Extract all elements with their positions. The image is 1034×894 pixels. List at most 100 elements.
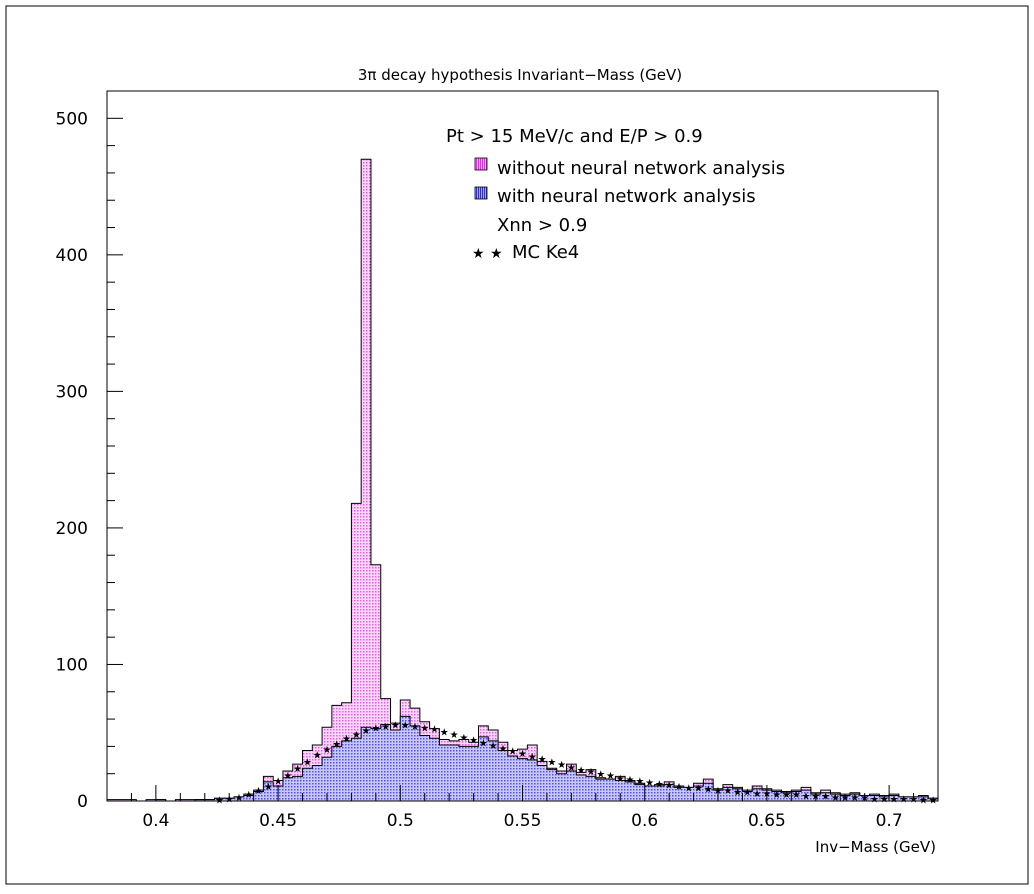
bar-without-nn bbox=[146, 799, 156, 801]
point-mc-ke4: ★ bbox=[684, 783, 693, 794]
point-mc-ke4: ★ bbox=[821, 792, 830, 803]
point-mc-ke4: ★ bbox=[704, 785, 713, 796]
point-mc-ke4: ★ bbox=[723, 786, 732, 797]
chart-title: 3π decay hypothesis Invariant−Mass (GeV) bbox=[358, 66, 682, 84]
y-axis: 0 100 200 300 400 500 bbox=[56, 90, 123, 812]
point-mc-ke4: ★ bbox=[596, 770, 605, 781]
bar-with-nn bbox=[850, 794, 860, 801]
y-tick-label: 500 bbox=[56, 109, 88, 129]
x-tick-label: 0.55 bbox=[504, 811, 542, 831]
bar-with-nn bbox=[341, 740, 352, 801]
bar-with-nn bbox=[634, 784, 645, 801]
legend-star-icon: ★ bbox=[490, 246, 503, 262]
bar-with-nn bbox=[801, 790, 811, 801]
point-mc-ke4: ★ bbox=[391, 721, 400, 732]
x-tick-label: 0.45 bbox=[259, 811, 297, 831]
point-mc-ke4: ★ bbox=[264, 782, 273, 793]
point-mc-ke4: ★ bbox=[459, 733, 468, 744]
point-mc-ke4: ★ bbox=[645, 778, 654, 789]
bar-with-nn bbox=[439, 745, 450, 801]
legend-swatch-with-nn bbox=[474, 186, 488, 200]
bar-with-nn bbox=[752, 788, 763, 801]
bar-with-nn bbox=[840, 795, 851, 801]
bar-with-nn bbox=[302, 768, 313, 801]
point-mc-ke4: ★ bbox=[606, 771, 615, 782]
x-tick-label: 0.5 bbox=[387, 811, 414, 831]
bar-with-nn bbox=[468, 746, 479, 801]
point-mc-ke4: ★ bbox=[303, 757, 312, 768]
bar-with-nn bbox=[664, 784, 675, 801]
bar-with-nn bbox=[449, 745, 459, 801]
point-mc-ke4: ★ bbox=[567, 763, 576, 774]
point-mc-ke4: ★ bbox=[694, 783, 703, 794]
bar-with-nn bbox=[478, 736, 489, 801]
bar-with-nn bbox=[732, 788, 743, 801]
bar-without-nn bbox=[370, 564, 381, 801]
series-with-nn bbox=[107, 715, 939, 802]
bar-with-nn bbox=[605, 779, 616, 801]
point-mc-ke4: ★ bbox=[674, 782, 683, 793]
bar-without-nn bbox=[107, 799, 117, 801]
bar-with-nn bbox=[498, 750, 508, 801]
point-mc-ke4: ★ bbox=[890, 794, 899, 805]
bar-with-nn bbox=[830, 794, 841, 801]
point-mc-ke4: ★ bbox=[293, 764, 302, 775]
bar-with-nn bbox=[282, 777, 293, 801]
point-mc-ke4: ★ bbox=[450, 730, 459, 741]
x-tick-label: 0.4 bbox=[142, 811, 169, 831]
bar-with-nn bbox=[771, 791, 782, 801]
point-mc-ke4: ★ bbox=[322, 745, 331, 756]
point-mc-ke4: ★ bbox=[401, 721, 410, 732]
legend-swatch-without-nn bbox=[474, 157, 488, 171]
bar-with-nn bbox=[683, 787, 694, 801]
bar-with-nn bbox=[537, 765, 547, 801]
point-mc-ke4: ★ bbox=[498, 744, 507, 755]
bar-with-nn bbox=[644, 785, 655, 801]
bar-without-nn bbox=[185, 799, 195, 801]
point-mc-ke4: ★ bbox=[792, 790, 801, 801]
point-mc-ke4: ★ bbox=[381, 722, 390, 733]
bar-with-nn bbox=[703, 783, 714, 801]
bar-with-nn bbox=[507, 755, 518, 801]
x-tick-label: 0.6 bbox=[631, 811, 658, 831]
legend-note-xnn: Xnn > 0.9 bbox=[497, 215, 587, 236]
bar-with-nn bbox=[556, 773, 567, 801]
bar-with-nn bbox=[322, 757, 332, 801]
bar-with-nn bbox=[781, 792, 792, 801]
bar-with-nn bbox=[576, 775, 587, 801]
x-axis-label: Inv−Mass (GeV) bbox=[815, 838, 936, 856]
bar-with-nn bbox=[419, 735, 430, 801]
bar-with-nn bbox=[370, 728, 381, 801]
bar-without-nn bbox=[361, 159, 371, 801]
bar-without-nn bbox=[116, 799, 127, 801]
point-mc-ke4: ★ bbox=[753, 789, 762, 800]
bar-with-nn bbox=[361, 727, 371, 801]
point-mc-ke4: ★ bbox=[733, 787, 742, 798]
point-mc-ke4: ★ bbox=[420, 723, 429, 734]
bar-with-nn bbox=[429, 738, 440, 801]
bar-with-nn bbox=[722, 787, 733, 801]
legend: Pt > 15 MeV/c and E/P > 0.9 without neur… bbox=[446, 126, 785, 263]
bar-with-nn bbox=[253, 791, 264, 801]
bar-with-nn bbox=[546, 769, 557, 801]
point-mc-ke4: ★ bbox=[283, 771, 292, 782]
point-mc-ke4: ★ bbox=[489, 741, 498, 752]
bar-with-nn bbox=[820, 792, 831, 801]
y-tick-label: 200 bbox=[56, 519, 88, 539]
point-mc-ke4: ★ bbox=[772, 790, 781, 801]
point-mc-ke4: ★ bbox=[254, 786, 263, 797]
point-mc-ke4: ★ bbox=[870, 794, 879, 805]
bar-with-nn bbox=[155, 799, 166, 801]
bar-with-nn bbox=[243, 795, 254, 801]
legend-star-icon: ★ bbox=[472, 246, 485, 262]
bar-with-nn bbox=[625, 781, 635, 801]
point-mc-ke4: ★ bbox=[714, 786, 723, 797]
point-mc-ke4: ★ bbox=[352, 730, 361, 741]
point-mc-ke4: ★ bbox=[234, 793, 243, 804]
point-mc-ke4: ★ bbox=[313, 751, 322, 762]
series-mc-ke4: ★ ★ ★ ★ ★ ★ ★ ★★★★ ★ ★ ★ ★ ★ ★ ★ ★ ★ ★ ★ ★ ★ ★ ★ ★ ★ ★ ★ ★ ★ ★ ★ ★ ★ ★ ★ ★ ★… bbox=[215, 721, 938, 807]
point-mc-ke4: ★ bbox=[479, 738, 488, 749]
bar-with-nn bbox=[879, 796, 890, 801]
bar-with-nn bbox=[458, 746, 469, 801]
bar-with-nn bbox=[595, 779, 606, 801]
